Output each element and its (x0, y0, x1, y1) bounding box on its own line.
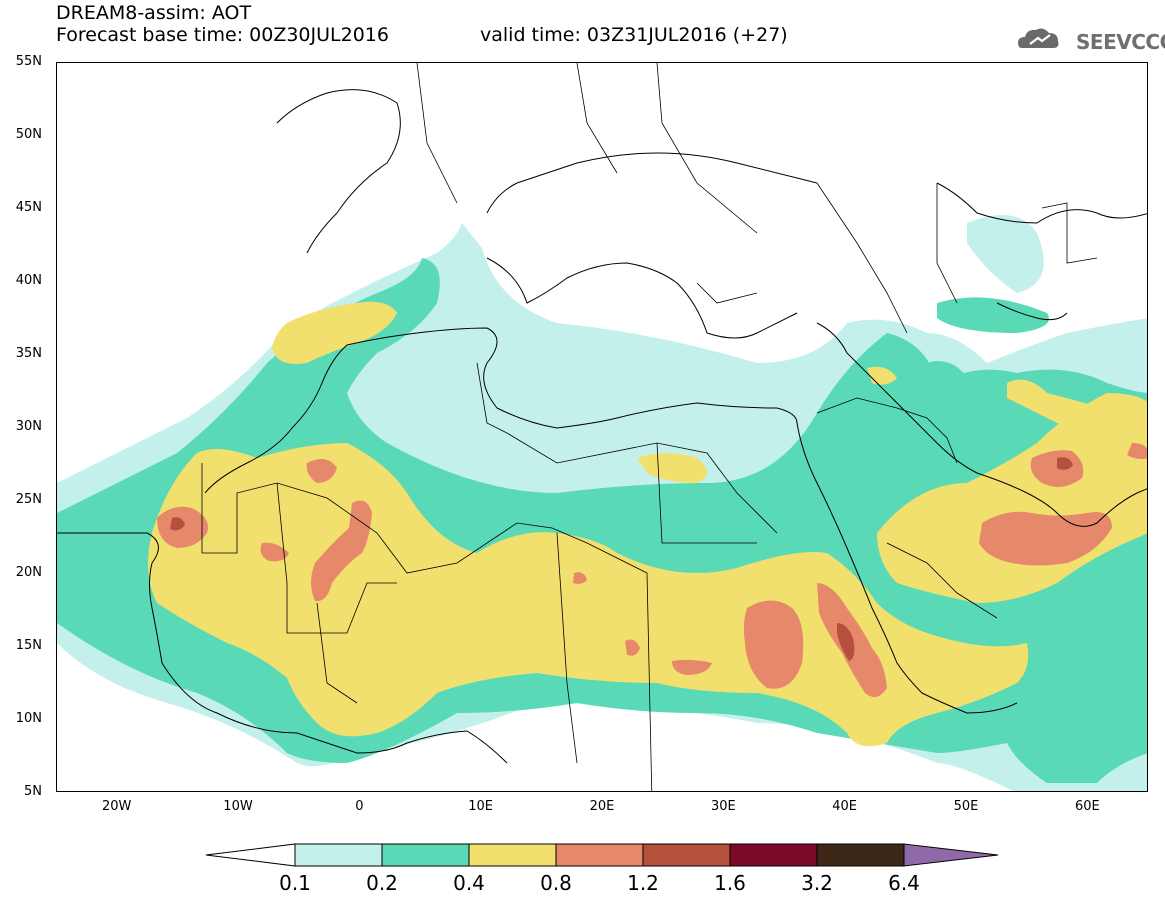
seevccc-logo (1018, 28, 1059, 48)
aot-band-0.8 (157, 443, 1147, 697)
colorbar-segment (468, 843, 557, 867)
lon-label: 50E (953, 799, 979, 814)
lon-label: 30E (710, 799, 736, 814)
colorbar-label: 3.2 (801, 871, 833, 895)
lat-label: 30N (15, 419, 42, 434)
colorbar-segment (642, 843, 731, 867)
country-borders (201, 63, 1098, 791)
colorbar-segment (816, 843, 905, 867)
lon-label: 10W (223, 799, 253, 814)
colorbar (205, 843, 999, 867)
lat-label: 40N (15, 273, 42, 288)
colorbar-label: 1.2 (627, 871, 659, 895)
lat-label: 5N (24, 784, 42, 799)
lat-label: 25N (15, 492, 42, 507)
colorbar-label: 0.4 (453, 871, 485, 895)
valid-time: valid time: 03Z31JUL2016 (+27) (480, 24, 788, 46)
colorbar-segment (381, 843, 470, 867)
colorbar-label: 0.2 (366, 871, 398, 895)
coastlines (57, 89, 1147, 764)
lon-label: 40E (832, 799, 858, 814)
colorbar-segment (294, 843, 383, 867)
aot-map (57, 63, 1147, 791)
lat-label: 10N (15, 711, 42, 726)
lat-label: 50N (15, 127, 42, 142)
colorbar-under-arrow (205, 843, 296, 867)
lat-label: 55N (15, 54, 42, 69)
lon-label: 10E (468, 799, 494, 814)
forecast-base-time: Forecast base time: 00Z30JUL2016 (56, 24, 389, 46)
colorbar-over-arrow (903, 843, 999, 867)
map-panel (56, 62, 1148, 792)
aot-band-1.2 (170, 457, 1073, 661)
colorbar-label: 0.8 (540, 871, 572, 895)
colorbar-label: 0.1 (279, 871, 311, 895)
lon-label: 0 (355, 799, 364, 814)
map-title: DREAM8-assim: AOT (56, 2, 252, 24)
lon-label: 60E (1074, 799, 1100, 814)
lat-label: 20N (15, 565, 42, 580)
lat-label: 35N (15, 346, 42, 361)
colorbar-label: 1.6 (714, 871, 746, 895)
colorbar-label: 6.4 (888, 871, 920, 895)
lon-label: 20W (101, 799, 132, 814)
lat-label: 15N (15, 638, 42, 653)
logo-text: SEEVCCC (1076, 30, 1165, 54)
lat-label: 45N (15, 200, 42, 215)
lon-label: 20E (589, 799, 615, 814)
colorbar-segment (729, 843, 818, 867)
colorbar-segment (555, 843, 644, 867)
